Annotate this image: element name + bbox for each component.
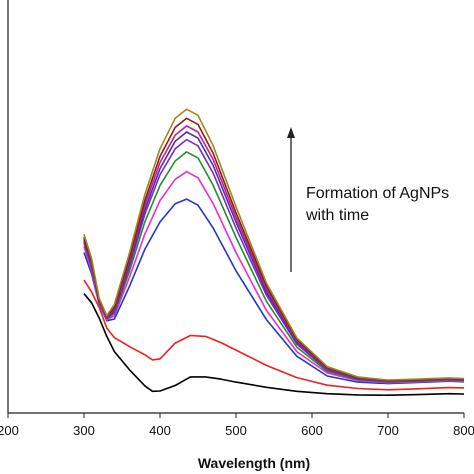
x-axis-title: Wavelength (nm) — [198, 455, 310, 471]
x-tick-label-800: 800 — [453, 423, 474, 438]
spectrum-line-10 — [83, 108, 465, 381]
axes: 200 300 400 500 600 700 800 — [0, 0, 474, 438]
x-tick-label-400: 400 — [149, 423, 171, 438]
spectrum-line-2 — [83, 279, 465, 391]
x-tick-label-700: 700 — [377, 423, 399, 438]
spectrum-line-1 — [83, 293, 465, 397]
spectrum-line-3 — [83, 198, 465, 385]
annotation-line-1: Formation of AgNPs — [306, 185, 449, 202]
annotation: Formation of AgNPs with time — [287, 127, 449, 272]
annotation-line-2: with time — [305, 207, 369, 224]
x-tick-label-500: 500 — [225, 423, 247, 438]
x-tick-label-600: 600 — [301, 423, 323, 438]
time-arrow-head-icon — [287, 127, 295, 138]
spectrum-line-4 — [83, 170, 465, 384]
x-tick-label-300: 300 — [73, 423, 95, 438]
plot-area — [83, 108, 465, 397]
spectrum-line-9 — [83, 117, 465, 382]
x-tick-label-200: 200 — [0, 423, 19, 438]
spectrum-line-8 — [83, 125, 465, 382]
